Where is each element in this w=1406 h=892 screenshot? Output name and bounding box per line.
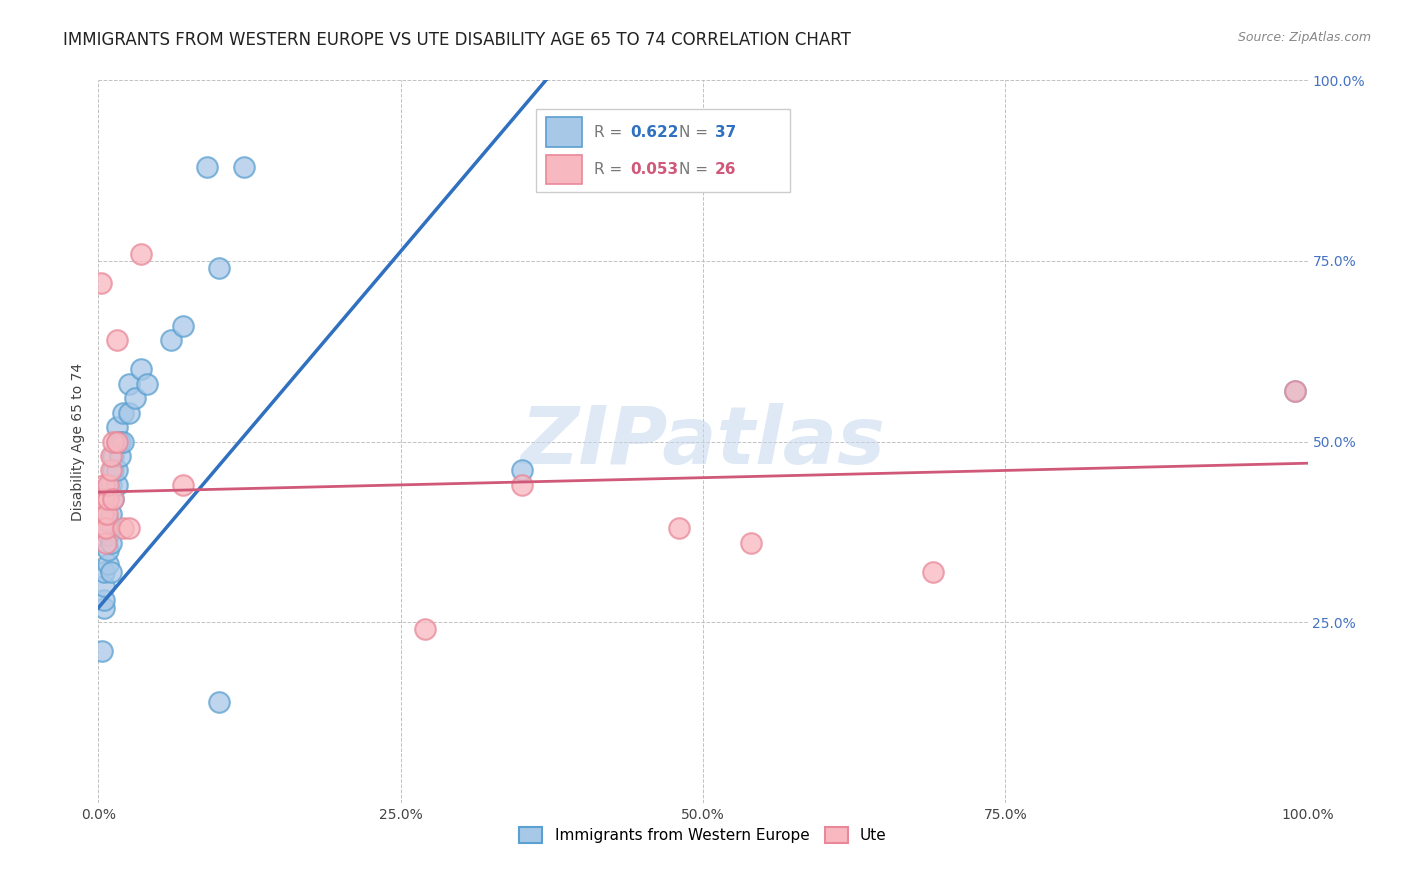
FancyBboxPatch shape <box>536 109 790 193</box>
Point <box>93 579 115 593</box>
Point <box>172 318 194 333</box>
Text: Source: ZipAtlas.com: Source: ZipAtlas.com <box>1237 31 1371 45</box>
Point <box>100 535 122 549</box>
Point <box>93 478 115 492</box>
Point <box>93 600 115 615</box>
FancyBboxPatch shape <box>546 118 582 146</box>
Point <box>101 492 124 507</box>
Point <box>105 420 128 434</box>
Point <box>97 558 120 572</box>
Point <box>101 463 124 477</box>
Point <box>108 449 131 463</box>
Point <box>97 542 120 557</box>
Point <box>129 362 152 376</box>
Point <box>101 434 124 449</box>
Text: ZIPatlas: ZIPatlas <box>520 402 886 481</box>
Point <box>100 463 122 477</box>
Point <box>91 507 114 521</box>
Point <box>105 434 128 449</box>
Point <box>93 565 115 579</box>
Point <box>510 478 533 492</box>
Point <box>108 434 131 449</box>
Point <box>96 507 118 521</box>
Point <box>1284 384 1306 398</box>
Legend: Immigrants from Western Europe, Ute: Immigrants from Western Europe, Ute <box>513 822 893 849</box>
Point <box>111 406 134 420</box>
Text: N =: N = <box>679 162 713 177</box>
Text: 37: 37 <box>716 125 737 139</box>
Point <box>208 261 231 276</box>
Text: 26: 26 <box>716 162 737 177</box>
Point <box>1284 384 1306 398</box>
Point <box>91 644 114 658</box>
Point <box>97 514 120 528</box>
Point <box>111 434 134 449</box>
Point <box>111 521 134 535</box>
Point <box>100 449 122 463</box>
Point <box>118 406 141 420</box>
Point <box>101 449 124 463</box>
Text: 0.053: 0.053 <box>630 162 679 177</box>
Point <box>93 492 115 507</box>
Point <box>94 535 117 549</box>
Text: R =: R = <box>595 162 627 177</box>
Text: 0.622: 0.622 <box>630 125 679 139</box>
Point <box>97 478 120 492</box>
Point <box>100 565 122 579</box>
Point <box>101 492 124 507</box>
Point <box>160 334 183 348</box>
Point <box>195 160 218 174</box>
Point <box>413 623 436 637</box>
Point <box>100 478 122 492</box>
Point <box>740 535 762 549</box>
Point <box>105 334 128 348</box>
Point <box>100 507 122 521</box>
Point <box>105 463 128 477</box>
Y-axis label: Disability Age 65 to 74: Disability Age 65 to 74 <box>72 362 86 521</box>
Point <box>105 434 128 449</box>
Point <box>232 160 254 174</box>
FancyBboxPatch shape <box>546 155 582 184</box>
Point <box>93 593 115 607</box>
Point <box>208 695 231 709</box>
Point <box>172 478 194 492</box>
Point <box>129 246 152 260</box>
Text: R =: R = <box>595 125 627 139</box>
Point <box>118 521 141 535</box>
Point <box>510 463 533 477</box>
Point <box>97 528 120 542</box>
Point <box>921 565 943 579</box>
Point <box>105 478 128 492</box>
Point <box>91 521 114 535</box>
Point <box>90 276 112 290</box>
Text: N =: N = <box>679 125 713 139</box>
Point <box>97 492 120 507</box>
Point <box>94 521 117 535</box>
Text: IMMIGRANTS FROM WESTERN EUROPE VS UTE DISABILITY AGE 65 TO 74 CORRELATION CHART: IMMIGRANTS FROM WESTERN EUROPE VS UTE DI… <box>63 31 851 49</box>
Point <box>124 391 146 405</box>
Point <box>118 376 141 391</box>
Point <box>135 376 157 391</box>
Point <box>668 521 690 535</box>
